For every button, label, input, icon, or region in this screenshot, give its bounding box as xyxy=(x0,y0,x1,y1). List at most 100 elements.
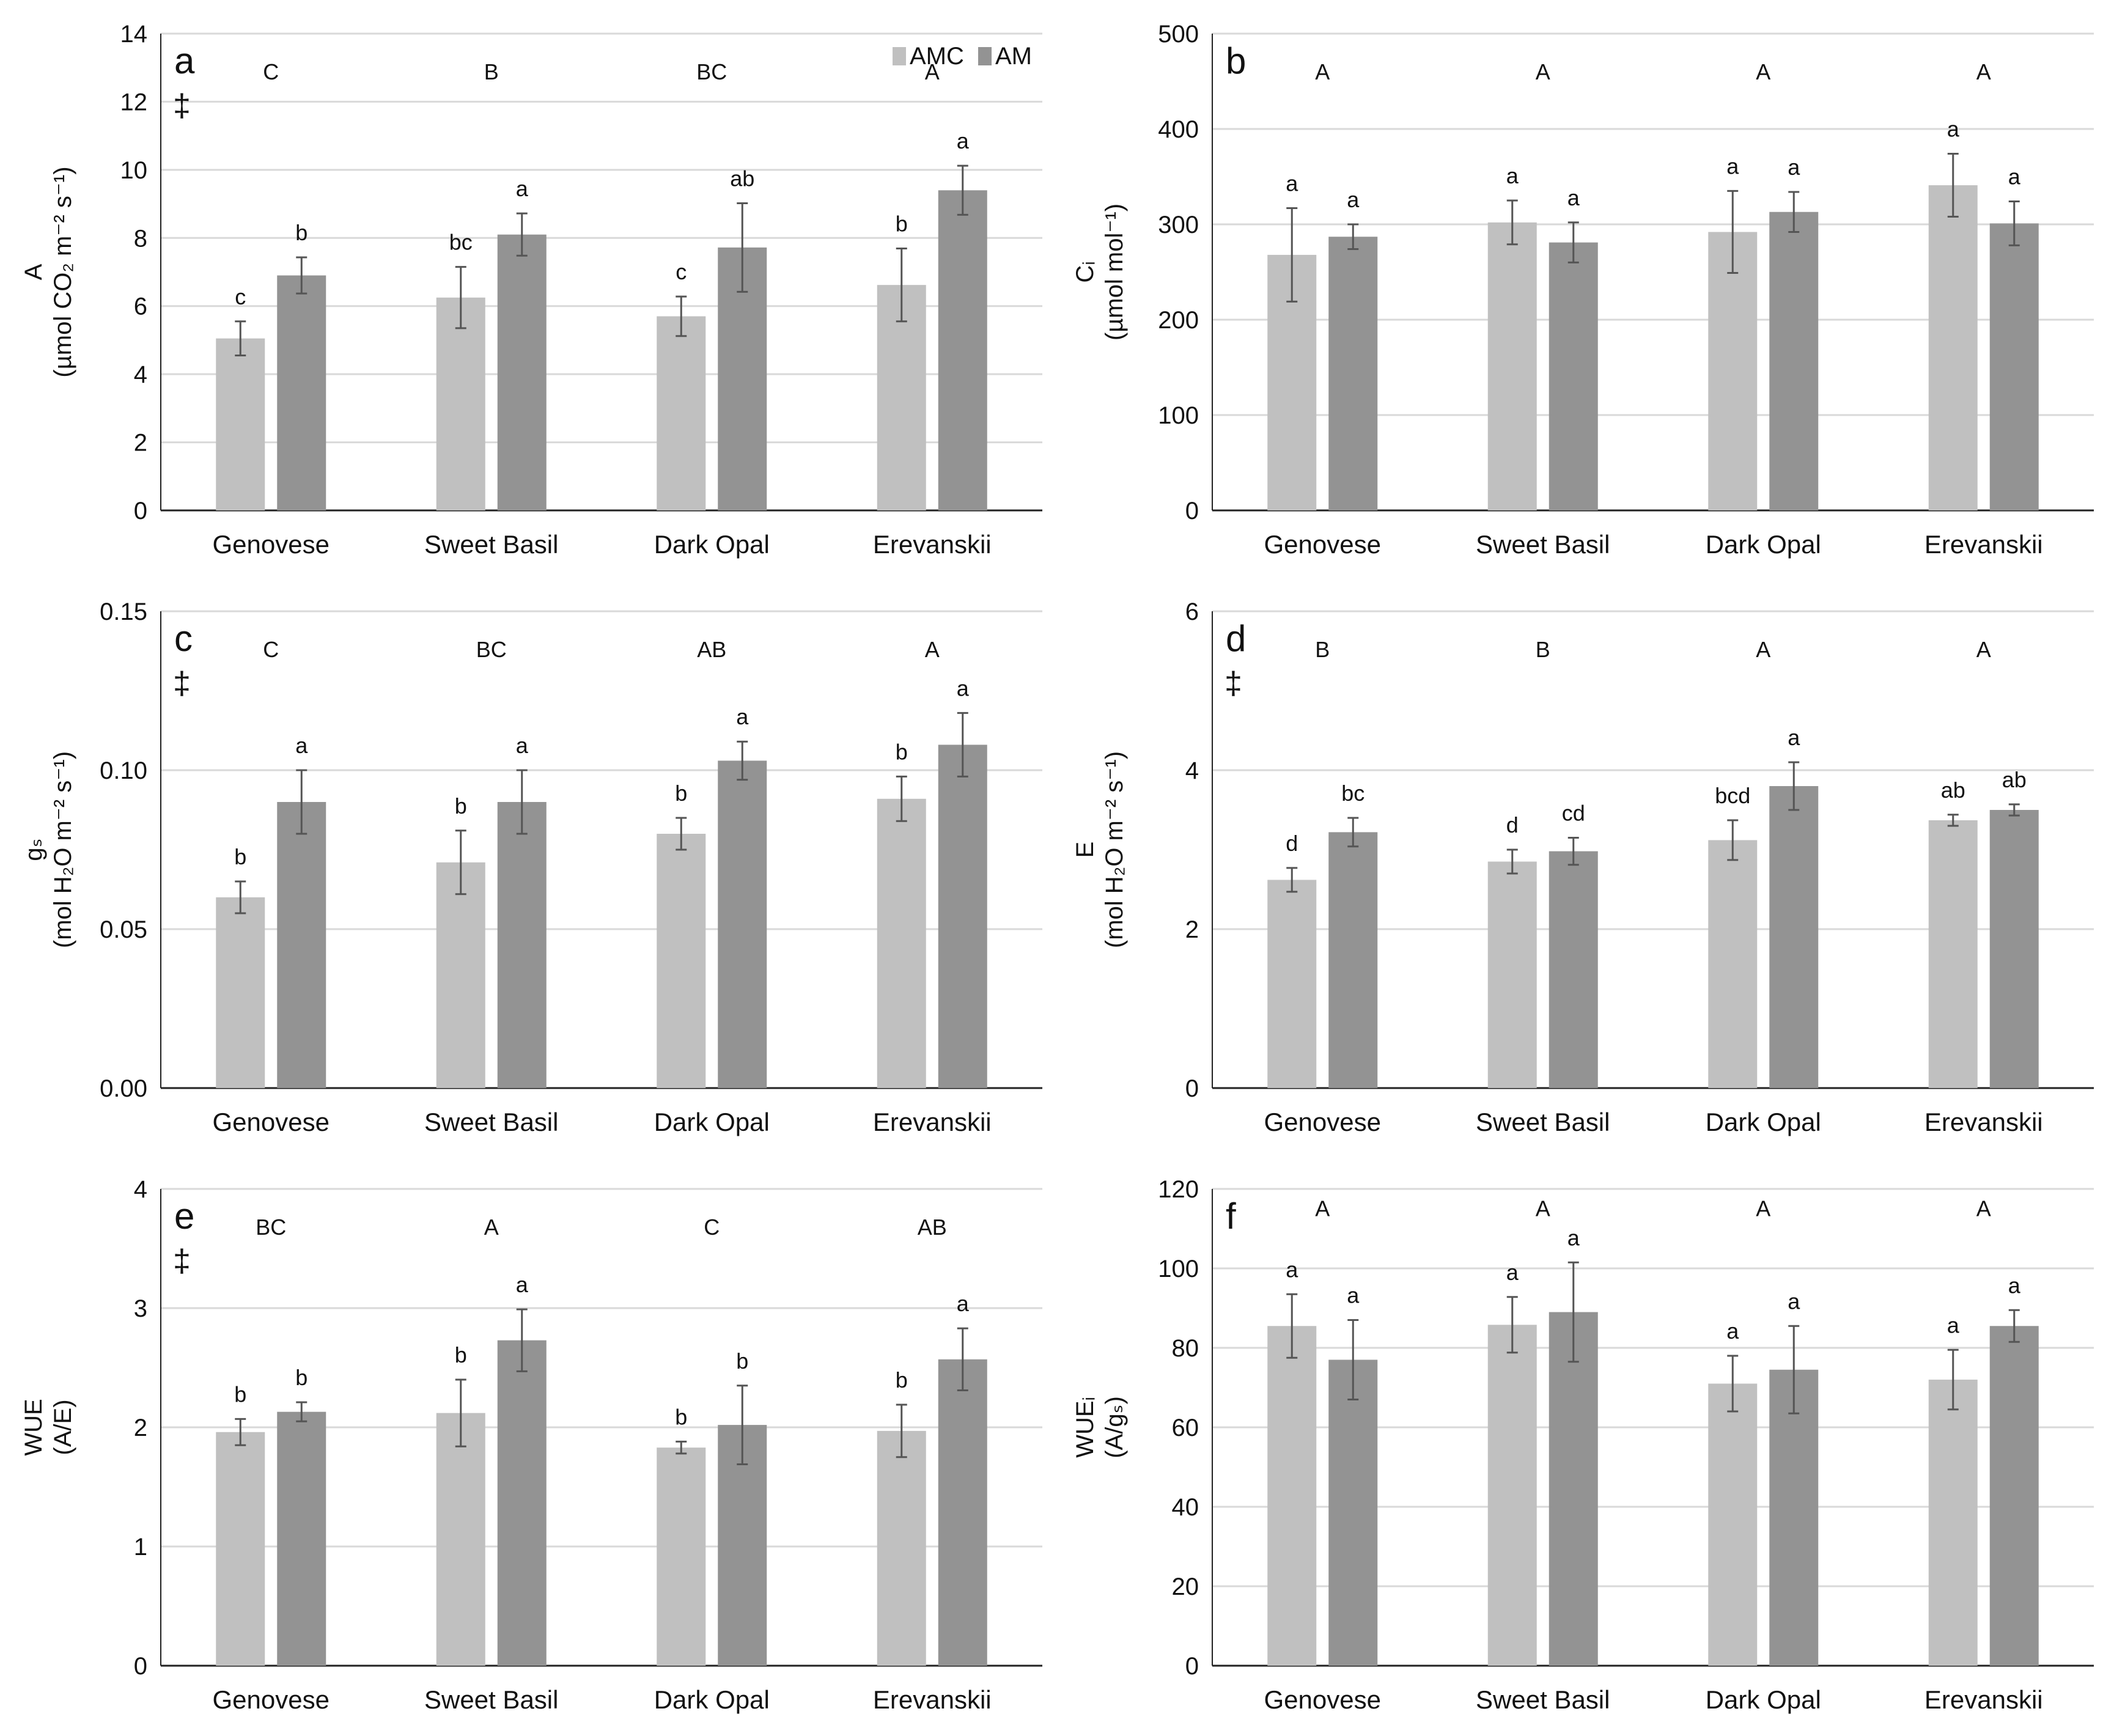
significance-letter: a xyxy=(1788,1289,1800,1314)
group-letter: BC xyxy=(476,637,507,662)
bar-amc xyxy=(1267,1326,1317,1666)
y-tick-label: 0.15 xyxy=(100,598,147,625)
significance-letter: b xyxy=(675,781,687,806)
dagger-mark: ‡ xyxy=(173,1243,191,1279)
significance-letter: b xyxy=(896,739,908,764)
bar-am xyxy=(497,234,547,510)
significance-letter: b xyxy=(295,220,308,245)
x-tick-label: Erevanskii xyxy=(873,1685,992,1714)
significance-letter: a xyxy=(1788,155,1800,180)
y-tick-label: 0.10 xyxy=(100,757,147,784)
y-tick-label: 60 xyxy=(1172,1414,1199,1441)
x-tick-label: Erevanskii xyxy=(1924,1108,2043,1136)
significance-letter: c xyxy=(235,284,246,309)
x-tick-label: Genovese xyxy=(213,1108,330,1136)
chart-d: 0 2 4 6 E (mol H₂O m⁻² s⁻¹) d ‡ Genovese Bd bc Swee… xyxy=(1072,598,2094,1136)
x-tick-label: Dark Opal xyxy=(1706,530,1821,559)
y-tick-label: 4 xyxy=(1185,757,1199,784)
group-letter: A xyxy=(1976,59,1991,84)
bar-amc xyxy=(877,798,926,1088)
x-tick-label: Sweet Basil xyxy=(424,1685,558,1714)
significance-letter: a xyxy=(1788,725,1800,750)
legend-swatch-am xyxy=(978,47,992,65)
y-axis-title: WUEᵢ xyxy=(1072,1397,1099,1458)
y-axis-title: WUE xyxy=(20,1399,47,1455)
y-tick-label: 0.05 xyxy=(100,916,147,943)
y-axis-title: Cᵢ xyxy=(1072,261,1099,282)
bar-amc xyxy=(436,297,485,510)
x-tick-label: Sweet Basil xyxy=(424,530,558,559)
dagger-mark: ‡ xyxy=(173,666,191,701)
significance-letter: b xyxy=(234,844,246,869)
chart-e: 0 1 2 3 4 WUE (A/E) e ‡ Genovese BC b b Sweet Basil Ab… xyxy=(20,1176,1042,1714)
legend-label: AM xyxy=(995,43,1032,70)
group-letter: A xyxy=(1536,1196,1550,1221)
bar-amc xyxy=(1708,1383,1758,1666)
group-letter: AB xyxy=(697,637,726,662)
bar-amc xyxy=(1708,840,1758,1088)
group-letter: AB xyxy=(918,1215,947,1240)
significance-letter: a xyxy=(1567,1225,1580,1250)
group-letter: A xyxy=(1756,1196,1770,1221)
bar-amc xyxy=(436,1413,485,1666)
group-letter: A xyxy=(1315,59,1330,84)
significance-letter: d xyxy=(1506,812,1519,837)
significance-letter: cd xyxy=(1562,801,1585,826)
group-letter: B xyxy=(1536,637,1550,662)
bar-am xyxy=(277,275,326,510)
bar-amc xyxy=(1487,1325,1537,1666)
group-letter: B xyxy=(1315,637,1330,662)
group-letter: C xyxy=(704,1215,720,1240)
y-tick-label: 0 xyxy=(1185,1075,1199,1102)
y-tick-label: 0 xyxy=(134,498,147,524)
bar-am xyxy=(1989,1326,2039,1666)
x-tick-label: Genovese xyxy=(1264,1685,1381,1714)
panel-label: e xyxy=(174,1196,194,1237)
bar-am xyxy=(1328,237,1378,510)
significance-letter: a xyxy=(1286,1257,1298,1282)
y-axis-title: gₛ xyxy=(20,838,47,861)
x-tick-label: Genovese xyxy=(1264,1108,1381,1136)
bar-amc xyxy=(216,897,265,1088)
x-tick-label: Erevanskii xyxy=(873,530,992,559)
significance-letter: a xyxy=(516,733,529,758)
group-letter: B xyxy=(484,59,499,84)
x-tick-label: Sweet Basil xyxy=(1476,1685,1610,1714)
significance-letter: a xyxy=(1947,117,1960,142)
x-tick-label: Genovese xyxy=(213,530,330,559)
bar-amc xyxy=(1487,222,1537,510)
bar-am xyxy=(1989,223,2039,510)
significance-letter: b xyxy=(455,1342,467,1367)
y-tick-label: 0 xyxy=(1185,1653,1199,1680)
y-tick-label: 40 xyxy=(1172,1494,1199,1521)
significance-letter: b xyxy=(455,793,467,818)
significance-letter: b xyxy=(736,1348,748,1374)
x-tick-label: Erevanskii xyxy=(1924,530,2043,559)
dagger-mark: ‡ xyxy=(1225,666,1242,701)
y-tick-label: 2 xyxy=(1185,916,1199,943)
y-tick-label: 2 xyxy=(134,430,147,457)
bar-amc xyxy=(1928,1380,1978,1666)
significance-letter: a xyxy=(516,1272,529,1297)
group-letter: A xyxy=(925,59,940,84)
bar-am xyxy=(1549,1312,1598,1666)
significance-letter: a xyxy=(736,704,749,729)
x-tick-label: Genovese xyxy=(213,1685,330,1714)
x-tick-label: Sweet Basil xyxy=(1476,530,1610,559)
y-tick-label: 20 xyxy=(1172,1573,1199,1600)
legend-swatch-amc xyxy=(893,47,906,65)
significance-letter: b xyxy=(896,211,908,237)
y-tick-label: 100 xyxy=(1158,402,1199,429)
group-letter: A xyxy=(1315,1196,1330,1221)
bar-am xyxy=(1989,810,2039,1088)
bar-am xyxy=(938,190,987,510)
y-tick-label: 8 xyxy=(134,225,147,252)
group-letter: A xyxy=(1536,59,1550,84)
bar-am xyxy=(938,1359,987,1666)
y-tick-label: 300 xyxy=(1158,211,1199,238)
chart-b: 0 100 200 300 400 500 Cᵢ (µmol mol⁻¹) b Genovese A… xyxy=(1072,21,2094,559)
bar-am xyxy=(497,802,547,1088)
